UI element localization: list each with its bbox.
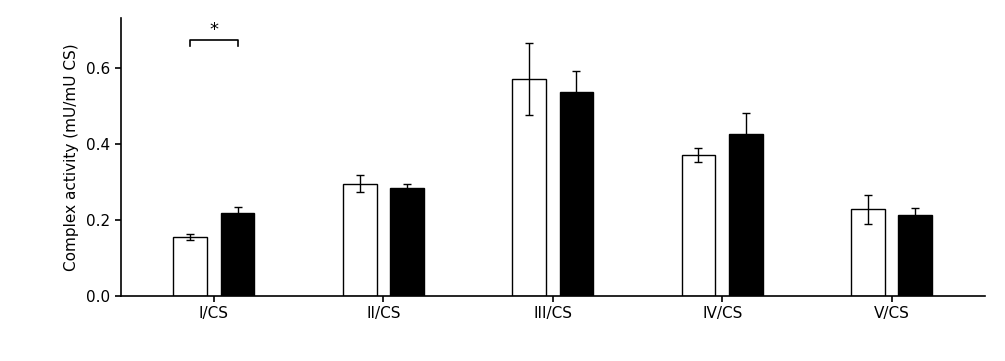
Bar xyxy=(390,188,424,296)
Bar xyxy=(220,213,254,296)
Bar xyxy=(729,134,763,296)
Bar xyxy=(173,237,207,296)
Bar xyxy=(681,155,716,296)
Bar xyxy=(898,215,933,296)
Bar xyxy=(513,79,546,296)
Bar xyxy=(851,209,885,296)
Bar xyxy=(343,184,377,296)
Text: *: * xyxy=(209,21,218,39)
Y-axis label: Complex activity (mU/mU CS): Complex activity (mU/mU CS) xyxy=(64,43,79,271)
Bar xyxy=(560,92,593,296)
